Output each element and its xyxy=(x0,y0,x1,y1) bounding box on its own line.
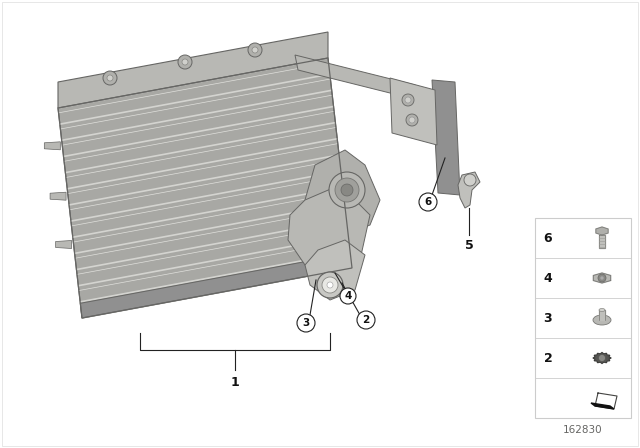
Polygon shape xyxy=(295,55,418,100)
Circle shape xyxy=(327,282,333,288)
Circle shape xyxy=(409,117,415,123)
Polygon shape xyxy=(593,353,611,363)
Circle shape xyxy=(297,314,315,332)
Ellipse shape xyxy=(593,315,611,325)
Polygon shape xyxy=(591,403,614,409)
Polygon shape xyxy=(58,58,352,318)
Circle shape xyxy=(598,354,605,362)
Text: 4: 4 xyxy=(344,291,352,301)
Text: 3: 3 xyxy=(544,311,552,324)
Polygon shape xyxy=(596,227,608,235)
Polygon shape xyxy=(432,80,460,195)
Circle shape xyxy=(357,311,375,329)
Circle shape xyxy=(103,71,117,85)
Text: 5: 5 xyxy=(465,238,474,251)
Polygon shape xyxy=(458,172,480,208)
Text: 2: 2 xyxy=(543,352,552,365)
Circle shape xyxy=(406,114,418,126)
Text: 3: 3 xyxy=(302,318,310,328)
Polygon shape xyxy=(599,235,605,248)
Text: 4: 4 xyxy=(543,271,552,284)
Circle shape xyxy=(178,55,192,69)
Polygon shape xyxy=(305,150,380,235)
Circle shape xyxy=(600,276,604,280)
Polygon shape xyxy=(305,240,365,300)
Polygon shape xyxy=(288,185,370,275)
Text: 6: 6 xyxy=(544,232,552,245)
Text: 2: 2 xyxy=(362,315,370,325)
Circle shape xyxy=(252,47,258,53)
Polygon shape xyxy=(81,253,352,318)
Text: 1: 1 xyxy=(230,375,239,388)
Bar xyxy=(535,218,631,418)
Circle shape xyxy=(329,172,365,208)
Polygon shape xyxy=(56,241,72,249)
Circle shape xyxy=(340,288,356,304)
Circle shape xyxy=(464,174,476,186)
Circle shape xyxy=(107,75,113,81)
Circle shape xyxy=(341,184,353,196)
Polygon shape xyxy=(58,32,328,108)
Text: 6: 6 xyxy=(424,197,431,207)
Circle shape xyxy=(598,274,606,282)
Circle shape xyxy=(322,277,338,293)
Polygon shape xyxy=(44,142,60,150)
Polygon shape xyxy=(599,310,605,320)
Polygon shape xyxy=(50,192,66,200)
Circle shape xyxy=(317,272,343,298)
Polygon shape xyxy=(593,273,611,283)
Circle shape xyxy=(402,94,414,106)
Ellipse shape xyxy=(599,309,605,311)
Circle shape xyxy=(335,178,359,202)
Circle shape xyxy=(248,43,262,57)
Circle shape xyxy=(419,193,437,211)
Text: 162830: 162830 xyxy=(563,425,603,435)
Circle shape xyxy=(182,59,188,65)
Polygon shape xyxy=(390,78,437,145)
Circle shape xyxy=(405,97,411,103)
